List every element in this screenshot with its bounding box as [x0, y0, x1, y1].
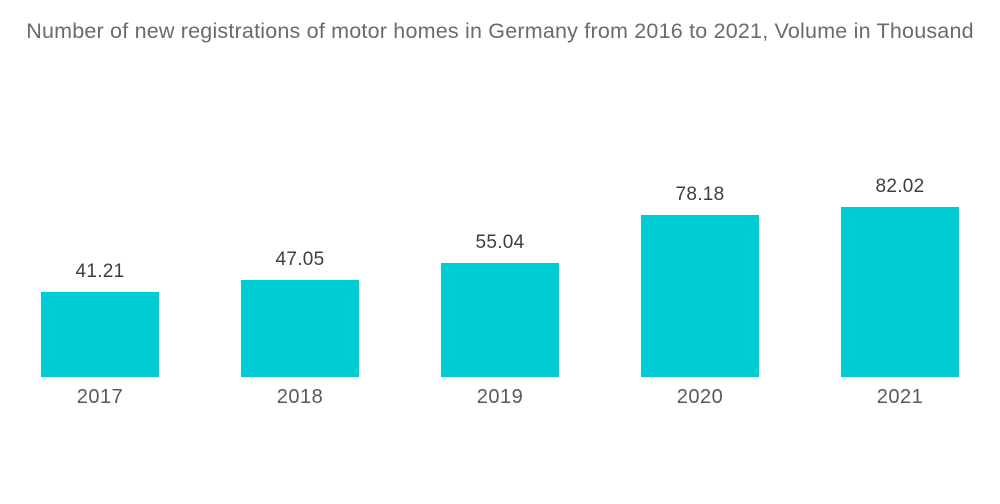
- x-axis-label-2021: 2021: [876, 386, 924, 408]
- bar-value-label: 55.04: [475, 232, 525, 254]
- x-axis-label-2017: 2017: [76, 386, 124, 408]
- bar-column-2018: 47.05: [200, 107, 400, 377]
- plot-area: 41.21 47.05 55.04 78.18 82.02: [0, 107, 1000, 377]
- x-axis: 2017 2018 2019 2020 2021: [0, 377, 1000, 409]
- bar-2018: [241, 279, 359, 377]
- bar-2020: [641, 215, 759, 377]
- x-axis-label-2019: 2019: [476, 386, 524, 408]
- bar-2021: [841, 207, 959, 377]
- bar-2017: [41, 291, 159, 377]
- bar-column-2021: 82.02: [800, 107, 1000, 377]
- chart-title: Number of new registrations of motor hom…: [26, 19, 974, 43]
- bar-column-2019: 55.04: [400, 107, 600, 377]
- x-axis-label-2020: 2020: [676, 386, 724, 408]
- bar-column-2017: 41.21: [0, 107, 200, 377]
- bar-value-label: 82.02: [875, 176, 925, 198]
- bar-value-label: 47.05: [275, 248, 325, 270]
- bar-value-label: 41.21: [75, 260, 125, 282]
- bar-column-2020: 78.18: [600, 107, 800, 377]
- bar-2019: [441, 263, 559, 377]
- x-axis-label-2018: 2018: [276, 386, 324, 408]
- bar-value-label: 78.18: [675, 184, 725, 206]
